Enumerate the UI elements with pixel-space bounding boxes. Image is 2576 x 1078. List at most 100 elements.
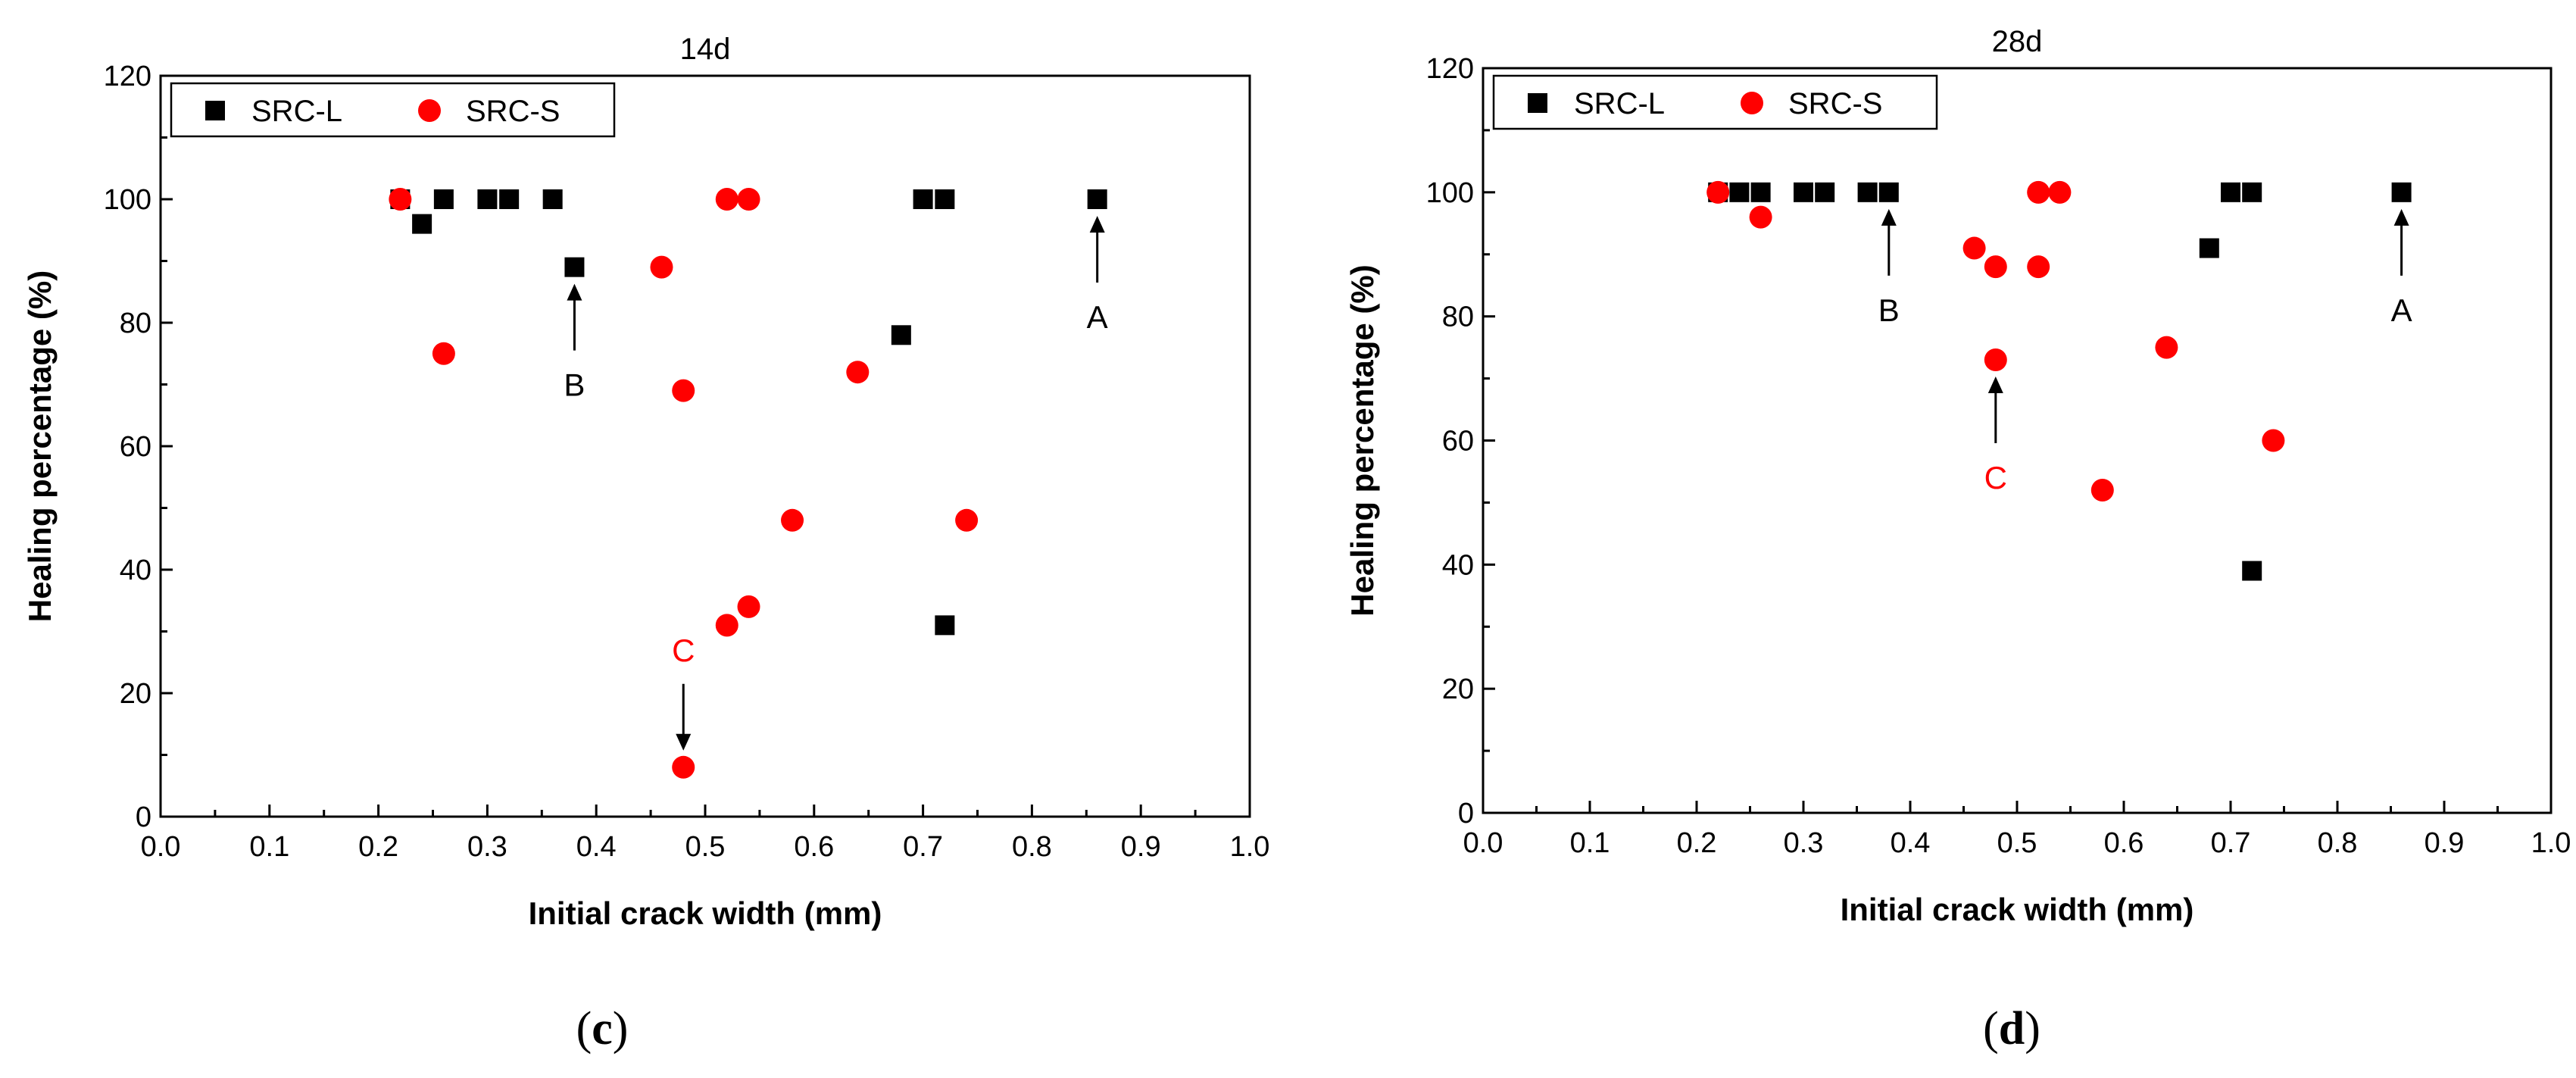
y-tick-label: 120 [1426,53,1474,85]
annotation-label-b: B [1878,292,1900,328]
x-tick-label: 0.0 [1463,827,1503,859]
x-tick-label: 0.5 [685,831,726,863]
data-point-src-s [650,255,673,279]
x-tick-label: 0.0 [141,831,181,863]
data-point-src-l [913,189,933,209]
data-point-src-s [432,342,455,365]
x-tick-label: 0.5 [1997,827,2037,859]
legend-label-src-l: SRC-L [1574,87,1665,120]
caption-paren-open: ( [576,1003,592,1055]
data-point-src-s [2262,429,2285,452]
annotation-arrow-head [676,733,692,751]
data-point-src-s [2027,180,2050,204]
data-point-src-s [1984,348,2007,372]
y-tick-label: 80 [1442,302,1474,333]
annotation-arrow-head [1089,216,1105,233]
chart-panel-d: 28d 0.0 0.1 0.2 0.3 0.4 0.5 0.6 0.7 0.8 0.9 1.0 0 20 4… [1344,25,2571,1055]
legend-marker-src-l [1528,93,1547,113]
data-point-src-s [1984,255,2007,279]
data-point-src-s [781,508,804,532]
data-point-src-l [1087,189,1107,209]
x-tick-label: 0.1 [249,831,289,863]
x-tick-label: 0.2 [1677,827,1717,859]
x-tick-label: 0.1 [1570,827,1610,859]
data-point-src-l [2391,182,2412,202]
legend-box [170,82,616,138]
chart-panel-c: 14d 0.0 0.1 0.2 0.3 0.4 0.5 0.6 0.7 0.8 0.9 1.0 0 20 4… [22,33,1269,1055]
x-tick-label: 0.2 [358,831,398,863]
plot-frame [159,74,1251,818]
y-axis-label: Healing percentage (%) [1344,264,1380,616]
data-point-src-s [737,595,760,618]
x-tick-label: 0.6 [794,831,834,863]
y-tick-label: 60 [120,431,151,463]
data-point-src-l [564,257,585,277]
plot-frame [1482,67,2553,814]
data-point-src-s [715,188,738,211]
annotation-arrow-head [1987,377,2003,394]
data-point-src-l [935,189,955,209]
data-point-src-s [737,188,760,211]
x-tick-label: 0.3 [467,831,507,863]
x-tick-label: 0.7 [903,831,943,863]
y-tick-label: 120 [104,61,151,92]
x-tick-label: 0.7 [2211,827,2251,859]
data-point-src-s [1749,205,1772,229]
annotation-label-a: A [1087,299,1108,335]
legend-marker-src-l [205,101,225,120]
x-tick-label: 0.8 [2318,827,2358,859]
x-axis-label: Initial crack width (mm) [1841,892,2194,927]
data-point-src-l [542,189,563,209]
data-point-src-s [715,614,738,637]
data-point-src-s [2090,479,2114,502]
x-tick-label: 0.4 [1891,827,1931,859]
data-point-src-l [891,325,911,345]
caption-letter: d [1999,1003,2025,1055]
y-axis-label: Healing percentage (%) [22,270,58,622]
data-point-src-s [846,361,870,384]
annotation-label-c: C [672,633,695,668]
data-point-src-l [433,189,454,209]
data-point-src-l [2199,238,2219,258]
y-tick-label: 20 [120,678,151,710]
data-point-src-l [499,189,520,209]
y-tick-label: 0 [1458,798,1474,830]
y-tick-label: 20 [1442,673,1474,705]
y-tick-label: 100 [1426,177,1474,209]
data-point-src-s [1962,236,1986,260]
caption-paren-close: ) [613,1003,629,1055]
x-tick-label: 0.8 [1012,831,1052,863]
data-point-src-s [672,379,695,402]
chart-title: 14d [680,33,731,66]
x-tick-label: 1.0 [2531,827,2571,859]
annotation-arrow-head [1881,208,1897,226]
y-tick-label: 80 [120,308,151,339]
legend-label-src-s: SRC-S [1788,87,1882,120]
data-point-src-l [1750,182,1771,202]
x-axis-label: Initial crack width (mm) [529,895,882,931]
data-point-src-l [2242,561,2262,581]
annotation-label-a: A [2391,292,2412,328]
y-tick-label: 100 [104,184,151,216]
x-tick-label: 0.3 [1784,827,1824,859]
x-tick-label: 0.4 [576,831,617,863]
caption-letter: c [592,1003,613,1055]
panel-caption: (c) [576,1003,629,1055]
data-point-src-l [1794,182,1813,202]
legend-marker-src-s [1741,92,1763,114]
x-tick-label: 0.9 [2425,827,2465,859]
y-tick-label: 60 [1442,426,1474,458]
data-point-src-l [1815,182,1835,202]
annotation-label-c: C [1984,460,2007,495]
legend-marker-src-s [418,99,441,122]
caption-paren-close: ) [2025,1003,2041,1055]
data-point-src-s [389,188,412,211]
x-tick-label: 0.6 [2104,827,2144,859]
legend-box [1492,74,1938,130]
data-point-src-l [2221,182,2240,202]
x-tick-label: 1.0 [1230,831,1270,863]
annotation-arrow-head [2393,208,2409,226]
chart-title: 28d [1992,25,2043,58]
data-point-src-l [477,189,498,209]
